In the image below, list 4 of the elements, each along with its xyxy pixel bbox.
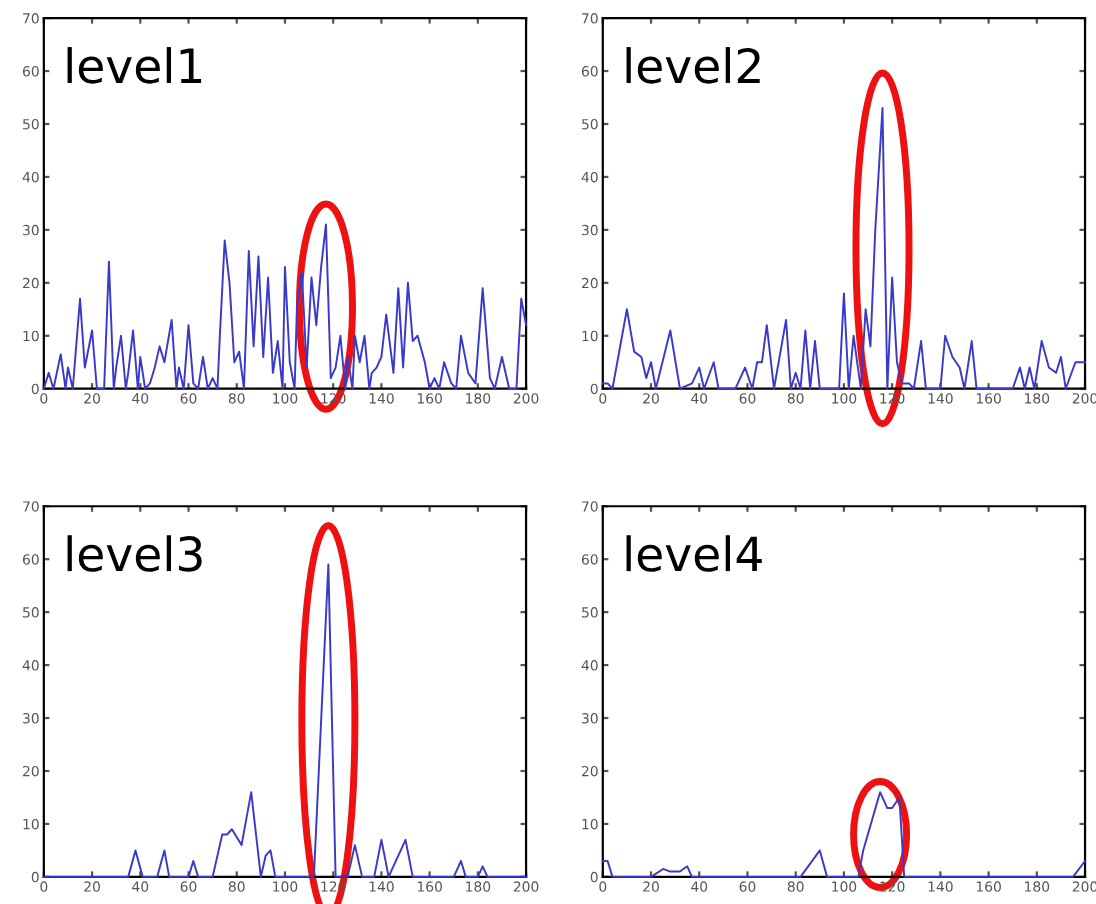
text: level4 [626, 535, 762, 572]
text: level1 [67, 47, 202, 84]
text: level3 [67, 535, 202, 572]
text: level2 [626, 47, 760, 84]
